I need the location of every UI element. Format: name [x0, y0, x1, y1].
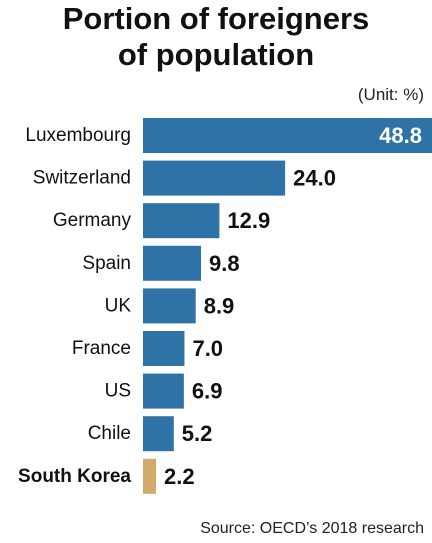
- value-label-spain: 9.8: [209, 251, 240, 276]
- category-label-luxembourg: Luxembourg: [25, 125, 131, 146]
- category-label-spain: Spain: [82, 253, 131, 274]
- category-label-south-korea: South Korea: [18, 466, 131, 487]
- category-label-germany: Germany: [53, 210, 132, 231]
- value-label-switzerland: 24.0: [293, 166, 336, 191]
- bar-france: [143, 331, 185, 366]
- chart-title-line-2: of population: [117, 37, 315, 72]
- bar-spain: [143, 245, 202, 281]
- bar-uk: [143, 288, 196, 324]
- unit-label: (Unit: %): [357, 85, 424, 104]
- source-note: Source: OECD’s 2018 research: [200, 520, 424, 537]
- bar-chile: [143, 416, 174, 452]
- value-label-us: 6.9: [192, 379, 223, 404]
- value-label-germany: 12.9: [227, 208, 270, 233]
- category-label-us: US: [105, 381, 131, 402]
- bar-south-korea: [143, 458, 157, 494]
- bar-switzerland: [143, 160, 286, 196]
- category-label-switzerland: Switzerland: [33, 168, 131, 189]
- bar-us: [143, 373, 184, 409]
- value-label-uk: 8.9: [204, 293, 235, 318]
- bar-luxembourg: [143, 118, 432, 153]
- value-label-luxembourg: 48.8: [379, 123, 422, 148]
- value-label-south-korea: 2.2: [164, 464, 195, 489]
- category-label-uk: UK: [105, 295, 132, 316]
- value-label-chile: 5.2: [182, 421, 213, 446]
- category-label-france: France: [72, 338, 131, 359]
- value-label-france: 7.0: [192, 336, 223, 361]
- bar-germany: [143, 203, 220, 239]
- category-label-chile: Chile: [88, 423, 131, 444]
- chart-title-line-1: Portion of foreigners: [62, 1, 370, 36]
